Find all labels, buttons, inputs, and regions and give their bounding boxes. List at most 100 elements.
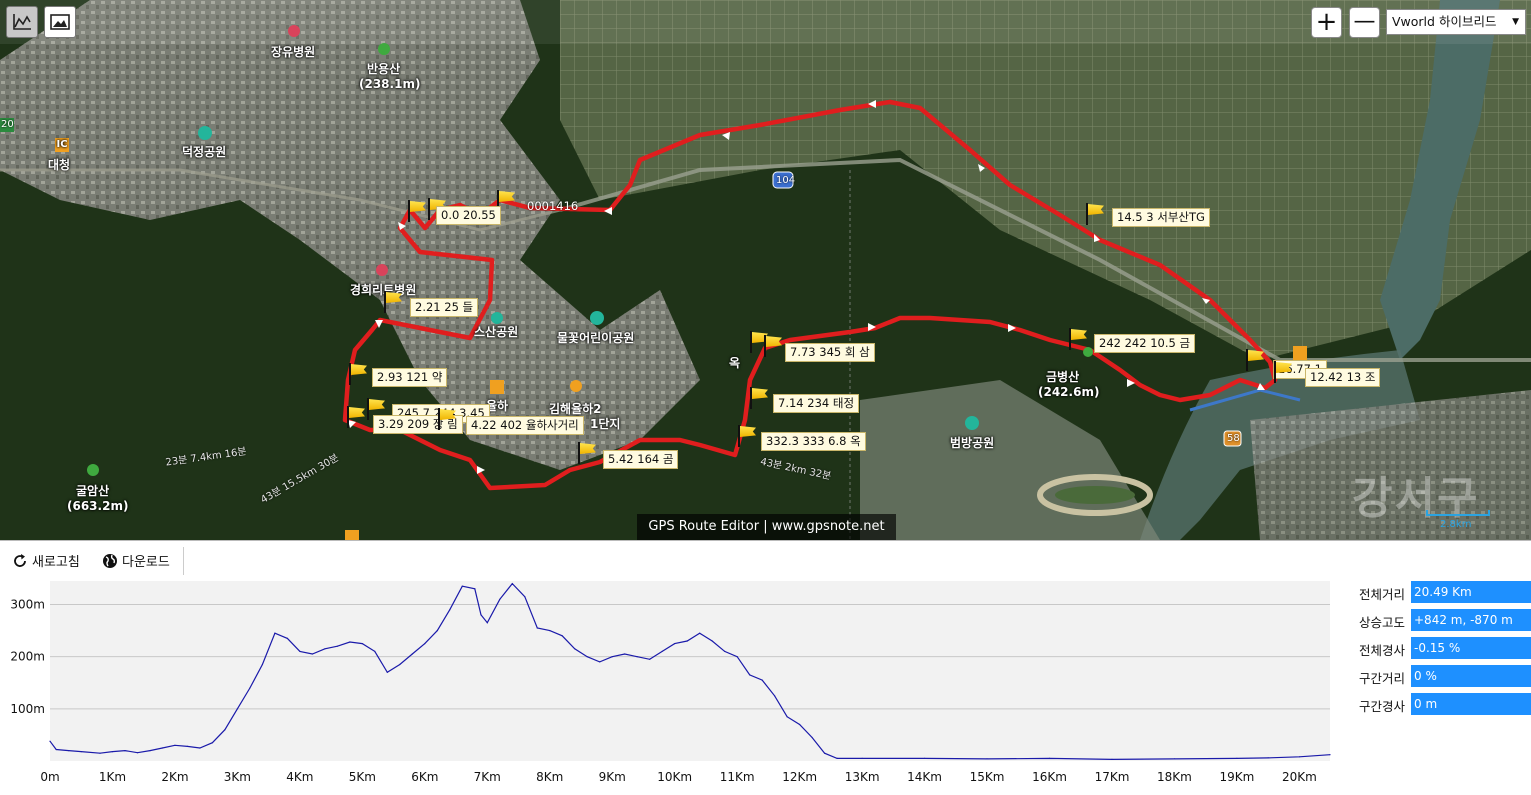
waypoint-flag[interactable] bbox=[764, 335, 782, 357]
zoom-out-button[interactable]: — bbox=[1349, 7, 1380, 38]
zoom-in-button[interactable]: + bbox=[1311, 7, 1342, 38]
elevation-point bbox=[636, 656, 638, 658]
elevation-point bbox=[149, 750, 151, 752]
x-tick-label: 16Km bbox=[1032, 770, 1067, 784]
waypoint-flag[interactable] bbox=[578, 442, 596, 464]
elevation-point bbox=[786, 716, 788, 718]
elevation-point bbox=[299, 650, 301, 652]
stat-value: 0 m bbox=[1411, 693, 1531, 715]
elevation-point bbox=[499, 598, 501, 600]
waypoint-flag[interactable] bbox=[367, 398, 385, 420]
elevation-point bbox=[824, 752, 826, 754]
waypoint-flag[interactable] bbox=[408, 200, 426, 222]
waypoint-label[interactable]: 2.93 121 약 bbox=[372, 368, 448, 387]
place-label-gulamsan: 굴암산 bbox=[76, 484, 110, 498]
elevation-point bbox=[55, 748, 57, 751]
elevation-point bbox=[511, 583, 513, 585]
x-tick-label: 2Km bbox=[161, 770, 188, 784]
elevation-point bbox=[211, 742, 213, 744]
place-label-danji: 1단지 bbox=[590, 417, 621, 431]
waypoint-flag[interactable] bbox=[1086, 203, 1104, 225]
elevation-point bbox=[361, 643, 363, 645]
x-tick-label: 5Km bbox=[349, 770, 376, 784]
elevation-point bbox=[711, 640, 713, 642]
elevation-point bbox=[68, 750, 70, 752]
elevation-panel: 새로고침 다운로드 100m 200m 300m 0m 1Km 2Km 3Km 4Km 5Km 6… bbox=[0, 540, 1531, 794]
elevation-point bbox=[599, 661, 601, 663]
waypoint-label[interactable]: 7.14 234 태정 bbox=[773, 394, 860, 413]
x-tick-label: 19Km bbox=[1220, 770, 1255, 784]
elevation-point bbox=[749, 674, 751, 676]
elevation-point bbox=[111, 751, 114, 753]
elevation-point bbox=[311, 653, 313, 655]
x-tick-label: 14Km bbox=[907, 770, 942, 784]
elevation-point bbox=[736, 656, 738, 658]
elevation-point bbox=[836, 757, 838, 759]
waypoint-label[interactable]: 332.3 333 6.8 옥 bbox=[761, 432, 866, 451]
waypoint-flag[interactable] bbox=[438, 408, 456, 430]
place-label-geumbyeongsan: 금병산 bbox=[1046, 370, 1080, 384]
elevation-point bbox=[286, 637, 288, 639]
x-tick-label: 13Km bbox=[845, 770, 880, 784]
waypoint-label[interactable]: 4.22 402 율하사거리 bbox=[466, 416, 584, 435]
waypoint-label[interactable]: 0.0 20.55 bbox=[436, 206, 501, 225]
place-label-banyongsan-elev: (238.1m) bbox=[359, 77, 421, 91]
waypoint-flag[interactable] bbox=[738, 425, 756, 447]
satellite-map bbox=[0, 0, 1531, 540]
x-tick-label: 3Km bbox=[224, 770, 251, 784]
waypoint-label[interactable]: 7.73 345 회 삼 bbox=[785, 343, 875, 362]
elevation-point bbox=[661, 650, 663, 652]
elevation-point bbox=[436, 630, 438, 632]
globe-icon bbox=[103, 553, 117, 568]
x-tick-label: 6Km bbox=[411, 770, 438, 784]
waypoint-label[interactable]: 2.21 25 들 bbox=[410, 298, 479, 317]
waypoint-label[interactable]: 0001416 bbox=[527, 199, 579, 213]
image-toggle-button[interactable] bbox=[44, 6, 76, 38]
waypoint-flag[interactable] bbox=[428, 198, 446, 220]
waypoint-flag[interactable] bbox=[750, 331, 768, 353]
refresh-button[interactable]: 새로고침 bbox=[12, 551, 80, 570]
map-layer-select[interactable]: Vworld 하이브리드 ▼ bbox=[1386, 9, 1526, 35]
waypoint-label[interactable]: 12.42 13 조 bbox=[1305, 368, 1381, 387]
stat-value: +842 m, -870 m bbox=[1411, 609, 1531, 631]
elevation-point bbox=[480, 614, 482, 616]
waypoint-flag[interactable] bbox=[750, 387, 768, 409]
elevation-chart-toggle-button[interactable] bbox=[6, 6, 38, 38]
x-tick-label: 0m bbox=[40, 770, 59, 784]
x-tick-label: 9Km bbox=[599, 770, 626, 784]
elevation-point bbox=[1329, 754, 1331, 756]
download-label: 다운로드 bbox=[122, 555, 170, 570]
elevation-chart[interactable]: 100m 200m 300m 0m 1Km 2Km 3Km 4Km 5Km 6Km 7Km 8Km 9K… bbox=[0, 575, 1345, 795]
waypoint-flag[interactable] bbox=[384, 291, 402, 313]
place-label-beopbang-park: 범방공원 bbox=[950, 436, 995, 450]
elevation-point bbox=[411, 653, 413, 655]
waypoint-label[interactable]: 242 242 10.5 금 bbox=[1094, 334, 1196, 353]
elevation-point bbox=[186, 745, 188, 747]
place-label-mulkkot-park: 물꽃어린이공원 bbox=[557, 331, 635, 345]
waypoint-label[interactable]: 5.42 164 곰 bbox=[603, 450, 679, 469]
elevation-point bbox=[549, 630, 551, 632]
waypoint-flag[interactable] bbox=[349, 363, 367, 385]
waypoint-flag[interactable] bbox=[1274, 361, 1292, 383]
elevation-point bbox=[474, 588, 476, 590]
elevation-point bbox=[686, 640, 688, 642]
waypoint-label[interactable]: 14.5 3 서부산TG bbox=[1112, 208, 1210, 227]
refresh-label: 새로고침 bbox=[32, 555, 80, 570]
elevation-point bbox=[449, 609, 451, 611]
map-layer-select-value: Vworld 하이브리드 bbox=[1392, 14, 1497, 29]
waypoint-flag[interactable] bbox=[1069, 328, 1087, 350]
map-view[interactable]: 장유병원 반용산 (238.1m) 덕정공원 IC 대청 경희리트병원 스산공원… bbox=[0, 0, 1531, 540]
place-label-gimhae-yulha2: 김해율하2 bbox=[549, 402, 602, 416]
waypoint-flag[interactable] bbox=[497, 190, 515, 212]
elevation-point bbox=[674, 643, 676, 645]
waypoint-flag[interactable] bbox=[347, 406, 365, 428]
line-chart-icon bbox=[13, 14, 31, 30]
place-label-banyongsan: 반용산 bbox=[367, 62, 401, 76]
refresh-icon bbox=[14, 553, 26, 567]
download-button[interactable]: 다운로드 bbox=[102, 551, 170, 570]
waypoint-flag[interactable] bbox=[1246, 349, 1264, 371]
elevation-point bbox=[324, 648, 326, 650]
elevation-point bbox=[1048, 757, 1051, 759]
x-tick-label: 11Km bbox=[720, 770, 755, 784]
elevation-point bbox=[1236, 757, 1238, 759]
